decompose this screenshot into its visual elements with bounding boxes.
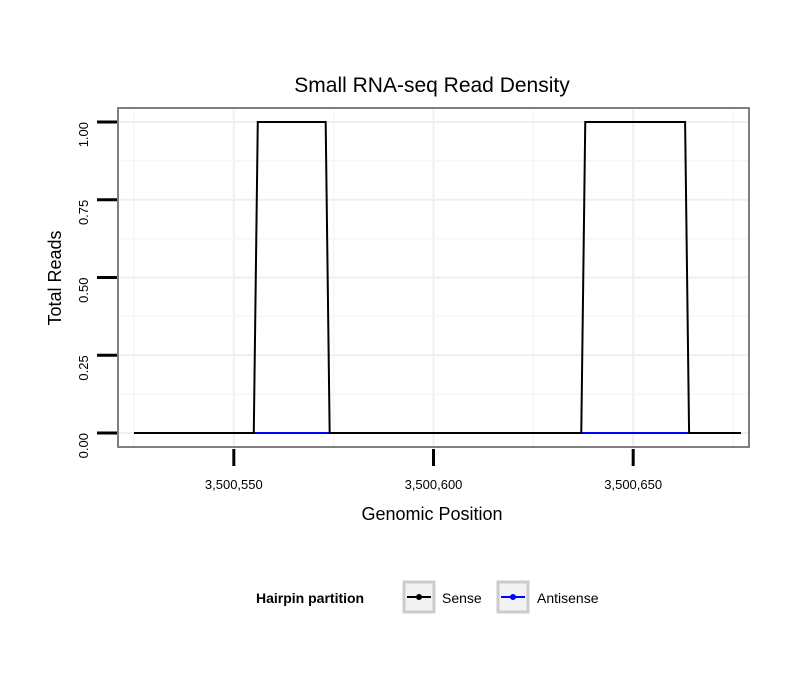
- y-tick-label-0: 0.00: [76, 433, 91, 458]
- grid-lines: [118, 108, 749, 447]
- y-axis: 0.00 0.25 0.50 0.75 1.00: [76, 120, 117, 458]
- y-tick-label-2: 0.50: [76, 278, 91, 303]
- series-line-sense-0: [133, 121, 742, 434]
- legend-point-sense: [416, 594, 422, 600]
- legend: Hairpin partition Sense Antisense: [256, 580, 599, 614]
- y-tick-label-3: 0.75: [76, 200, 91, 225]
- x-tick-label-2: 3,500,650: [604, 477, 662, 492]
- legend-title: Hairpin partition: [256, 590, 364, 606]
- x-axis: 3,500,550 3,500,600 3,500,650: [205, 449, 662, 492]
- series-layer: [133, 121, 742, 434]
- legend-point-antisense: [510, 594, 516, 600]
- x-axis-title: Genomic Position: [361, 504, 502, 524]
- y-tick-label-1: 0.25: [76, 355, 91, 380]
- plot-border: [117, 107, 750, 448]
- chart-title: Small RNA-seq Read Density: [294, 74, 570, 97]
- legend-label-antisense: Antisense: [537, 590, 599, 606]
- legend-label-sense: Sense: [442, 590, 482, 606]
- y-axis-title: Total Reads: [45, 230, 65, 325]
- x-tick-label-1: 3,500,600: [405, 477, 463, 492]
- x-tick-label-0: 3,500,550: [205, 477, 263, 492]
- y-tick-label-4: 1.00: [76, 122, 91, 147]
